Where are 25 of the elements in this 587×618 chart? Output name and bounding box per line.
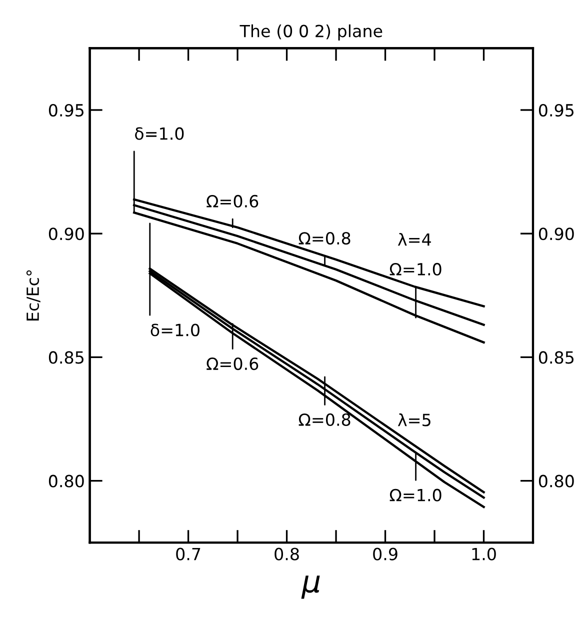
y2-tick-label: 0.80 — [538, 474, 574, 488]
y-tick-label: 0.95 — [48, 104, 84, 117]
y-tick-label: 0.90 — [48, 228, 84, 240]
x-axis-title: μ — [301, 576, 320, 599]
y-tick-label: 0.80 — [48, 474, 84, 488]
y2-tick-label: 0.90 — [538, 228, 574, 240]
annotation: Ω=1.0 — [390, 488, 442, 502]
y-tick-label: 0.85 — [48, 351, 84, 364]
annotation: Ω=0.6 — [206, 357, 258, 370]
annotation: λ=4 — [398, 232, 431, 246]
x-tick-label: 0.9 — [373, 548, 398, 560]
x-tick-label: 0.8 — [274, 548, 299, 560]
annotation: Ω=0.6 — [206, 194, 258, 208]
annotation: Ω=1.0 — [390, 262, 442, 276]
annotation: δ=1.0 — [150, 324, 200, 336]
y-axis-title: Ec/Ec° — [26, 270, 40, 320]
chart-title: The (0 0 2) plane — [240, 24, 382, 41]
y2-tick-label: 0.95 — [538, 104, 574, 117]
annotation: δ=1.0 — [135, 127, 184, 140]
x-tick-label: 1.0 — [472, 548, 496, 560]
x-tick-label: 0.7 — [176, 548, 200, 560]
annotation: Ω=0.8 — [298, 232, 350, 245]
annotation: λ=5 — [398, 413, 430, 426]
annotation: Ω=0.8 — [298, 413, 350, 426]
y2-tick-label: 0.85 — [538, 351, 574, 364]
